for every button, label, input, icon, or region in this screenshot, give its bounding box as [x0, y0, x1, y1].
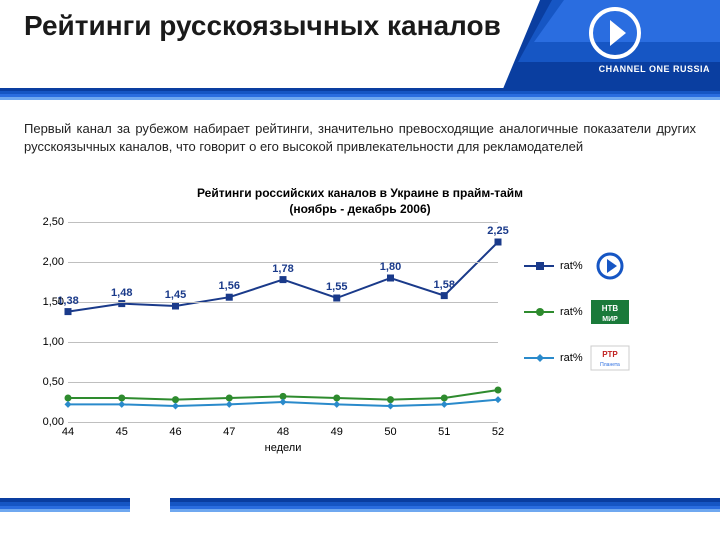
svg-text:РТР: РТР	[602, 350, 618, 359]
square-marker-icon	[536, 262, 544, 270]
legend-item: rat% РТР Планета	[524, 338, 694, 378]
data-label: 1,48	[111, 287, 132, 299]
chart-subtitle: (ноябрь - декабрь 2006)	[24, 202, 696, 216]
gridline	[68, 222, 498, 223]
x-axis-title: недели	[68, 442, 498, 454]
legend-item: rat%	[524, 246, 694, 286]
x-tick-label: 52	[492, 426, 504, 438]
y-tick-label: 2,50	[24, 216, 64, 228]
data-label: 1,80	[380, 261, 401, 273]
chart-title: Рейтинги российских каналов в Украине в …	[24, 186, 696, 200]
slide: { "header": { "title": "Рейтинги русскоя…	[0, 0, 720, 540]
gridline	[68, 342, 498, 343]
x-tick-label: 44	[62, 426, 74, 438]
brand-band: CHANNEL ONE RUSSIA	[500, 0, 720, 96]
legend-line-icon	[524, 311, 554, 313]
circle-marker-icon	[536, 308, 544, 316]
x-tick-label: 45	[116, 426, 128, 438]
legend-line-icon	[524, 357, 554, 359]
channel-one-logo-icon	[588, 6, 642, 60]
svg-text:МИР: МИР	[602, 316, 618, 323]
legend-line-icon	[524, 265, 554, 267]
gridline	[68, 382, 498, 383]
data-label: 1,55	[326, 281, 347, 293]
plot-area: 1,381,481,451,561,781,551,801,582,25 нед…	[24, 222, 696, 452]
y-tick-label: 1,50	[24, 296, 64, 308]
page-title: Рейтинги русскоязычных каналов	[24, 10, 501, 42]
data-label: 1,56	[219, 280, 240, 292]
x-tick-label: 46	[169, 426, 181, 438]
data-label: 1,78	[272, 263, 293, 275]
plot-svg	[68, 222, 498, 422]
data-label: 2,25	[487, 225, 508, 237]
svg-text:НТВ: НТВ	[601, 304, 618, 313]
x-tick-label: 47	[223, 426, 235, 438]
data-label: 1,45	[165, 289, 186, 301]
ratings-chart: Рейтинги российских каналов в Украине в …	[24, 186, 696, 476]
x-tick-label: 50	[384, 426, 396, 438]
x-tick-label: 49	[331, 426, 343, 438]
body-paragraph: Первый канал за рубежом набирает рейтинг…	[24, 120, 696, 155]
y-tick-label: 0,50	[24, 376, 64, 388]
gridline	[68, 422, 498, 423]
y-tick-label: 2,00	[24, 256, 64, 268]
legend-item: rat% НТВ МИР	[524, 292, 694, 332]
svg-text:Планета: Планета	[600, 362, 620, 368]
y-tick-label: 0,00	[24, 416, 64, 428]
x-tick-label: 48	[277, 426, 289, 438]
channel-one-logo-icon	[589, 251, 631, 281]
x-tick-label: 51	[438, 426, 450, 438]
legend-label: rat%	[560, 352, 583, 364]
gridline	[68, 302, 498, 303]
footer-ribbon	[0, 498, 720, 512]
brand-text: CHANNEL ONE RUSSIA	[599, 64, 710, 74]
legend-label: rat%	[560, 306, 583, 318]
header: Рейтинги русскоязычных каналов CHANNEL O…	[0, 0, 720, 96]
rtr-planeta-logo-icon: РТР Планета	[589, 343, 631, 373]
diamond-marker-icon	[536, 354, 544, 362]
plot: 1,381,481,451,561,781,551,801,582,25	[68, 222, 498, 422]
y-tick-label: 1,00	[24, 336, 64, 348]
data-label: 1,58	[434, 279, 455, 291]
legend-label: rat%	[560, 260, 583, 272]
ntv-mir-logo-icon: НТВ МИР	[589, 297, 631, 327]
header-ribbon	[0, 88, 720, 100]
legend: rat% rat% НТВ МИР	[524, 246, 694, 384]
